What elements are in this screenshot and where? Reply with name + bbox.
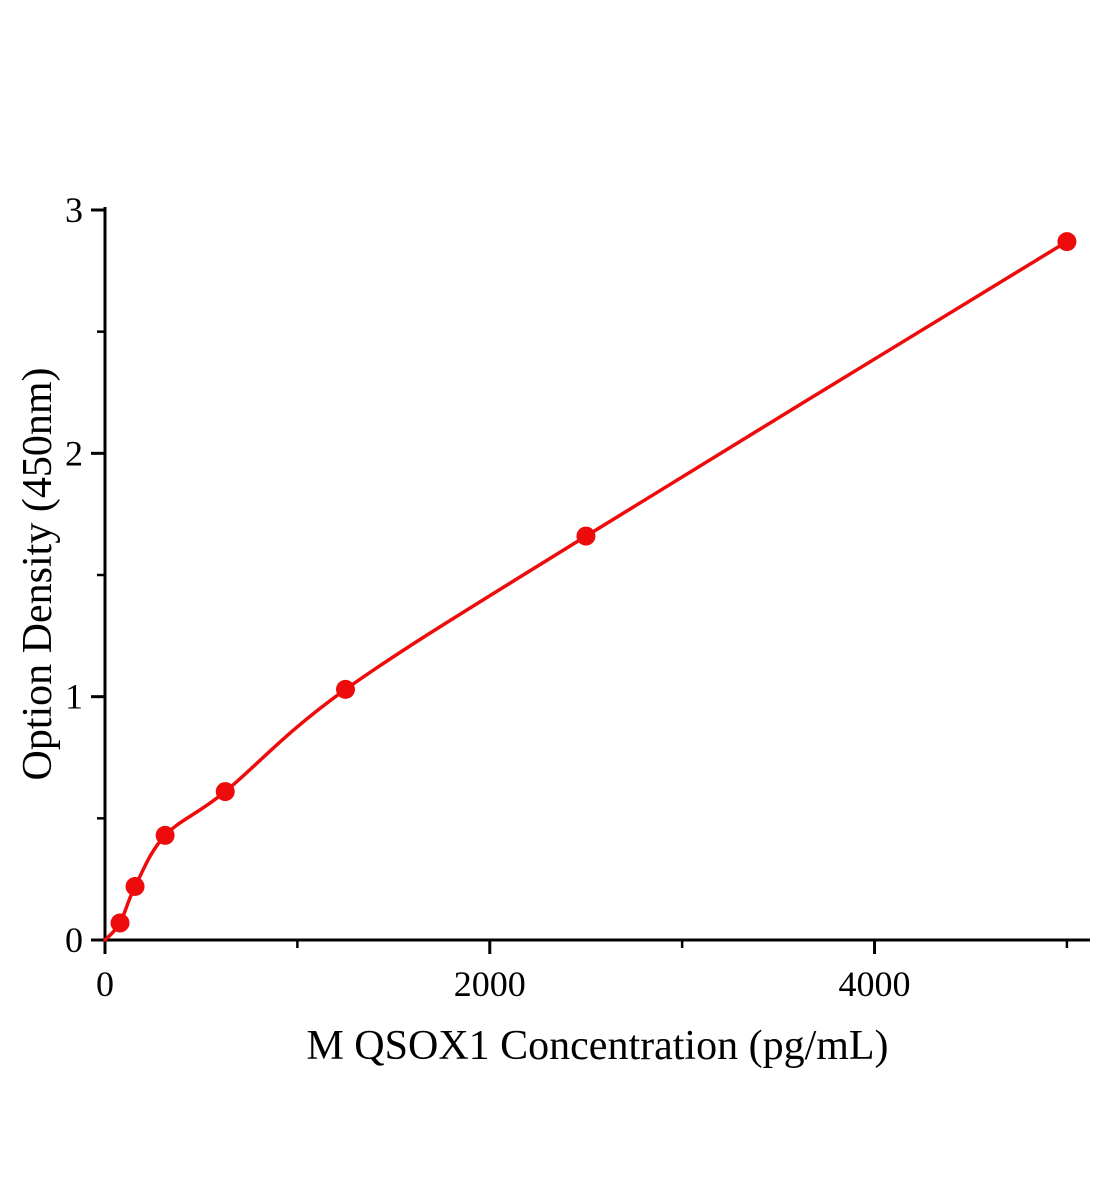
x-tick-label: 0 bbox=[96, 964, 114, 1004]
fitted-curve bbox=[103, 239, 1069, 942]
x-axis-title: M QSOX1 Concentration (pg/mL) bbox=[306, 1023, 889, 1069]
data-point bbox=[125, 876, 145, 896]
data-point bbox=[110, 913, 130, 933]
data-point bbox=[215, 782, 235, 802]
x-tick-label: 2000 bbox=[454, 964, 526, 1004]
y-tick-label: 2 bbox=[65, 433, 83, 473]
data-point bbox=[335, 679, 355, 699]
y-tick-label: 1 bbox=[65, 677, 83, 717]
y-tick-label: 0 bbox=[65, 920, 83, 960]
y-axis-title: Option Density (450nm) bbox=[15, 367, 61, 781]
data-point bbox=[155, 825, 175, 845]
data-point bbox=[1057, 232, 1077, 252]
data-point bbox=[576, 526, 596, 546]
y-tick-label: 3 bbox=[65, 190, 83, 230]
x-tick-label: 4000 bbox=[839, 964, 911, 1004]
